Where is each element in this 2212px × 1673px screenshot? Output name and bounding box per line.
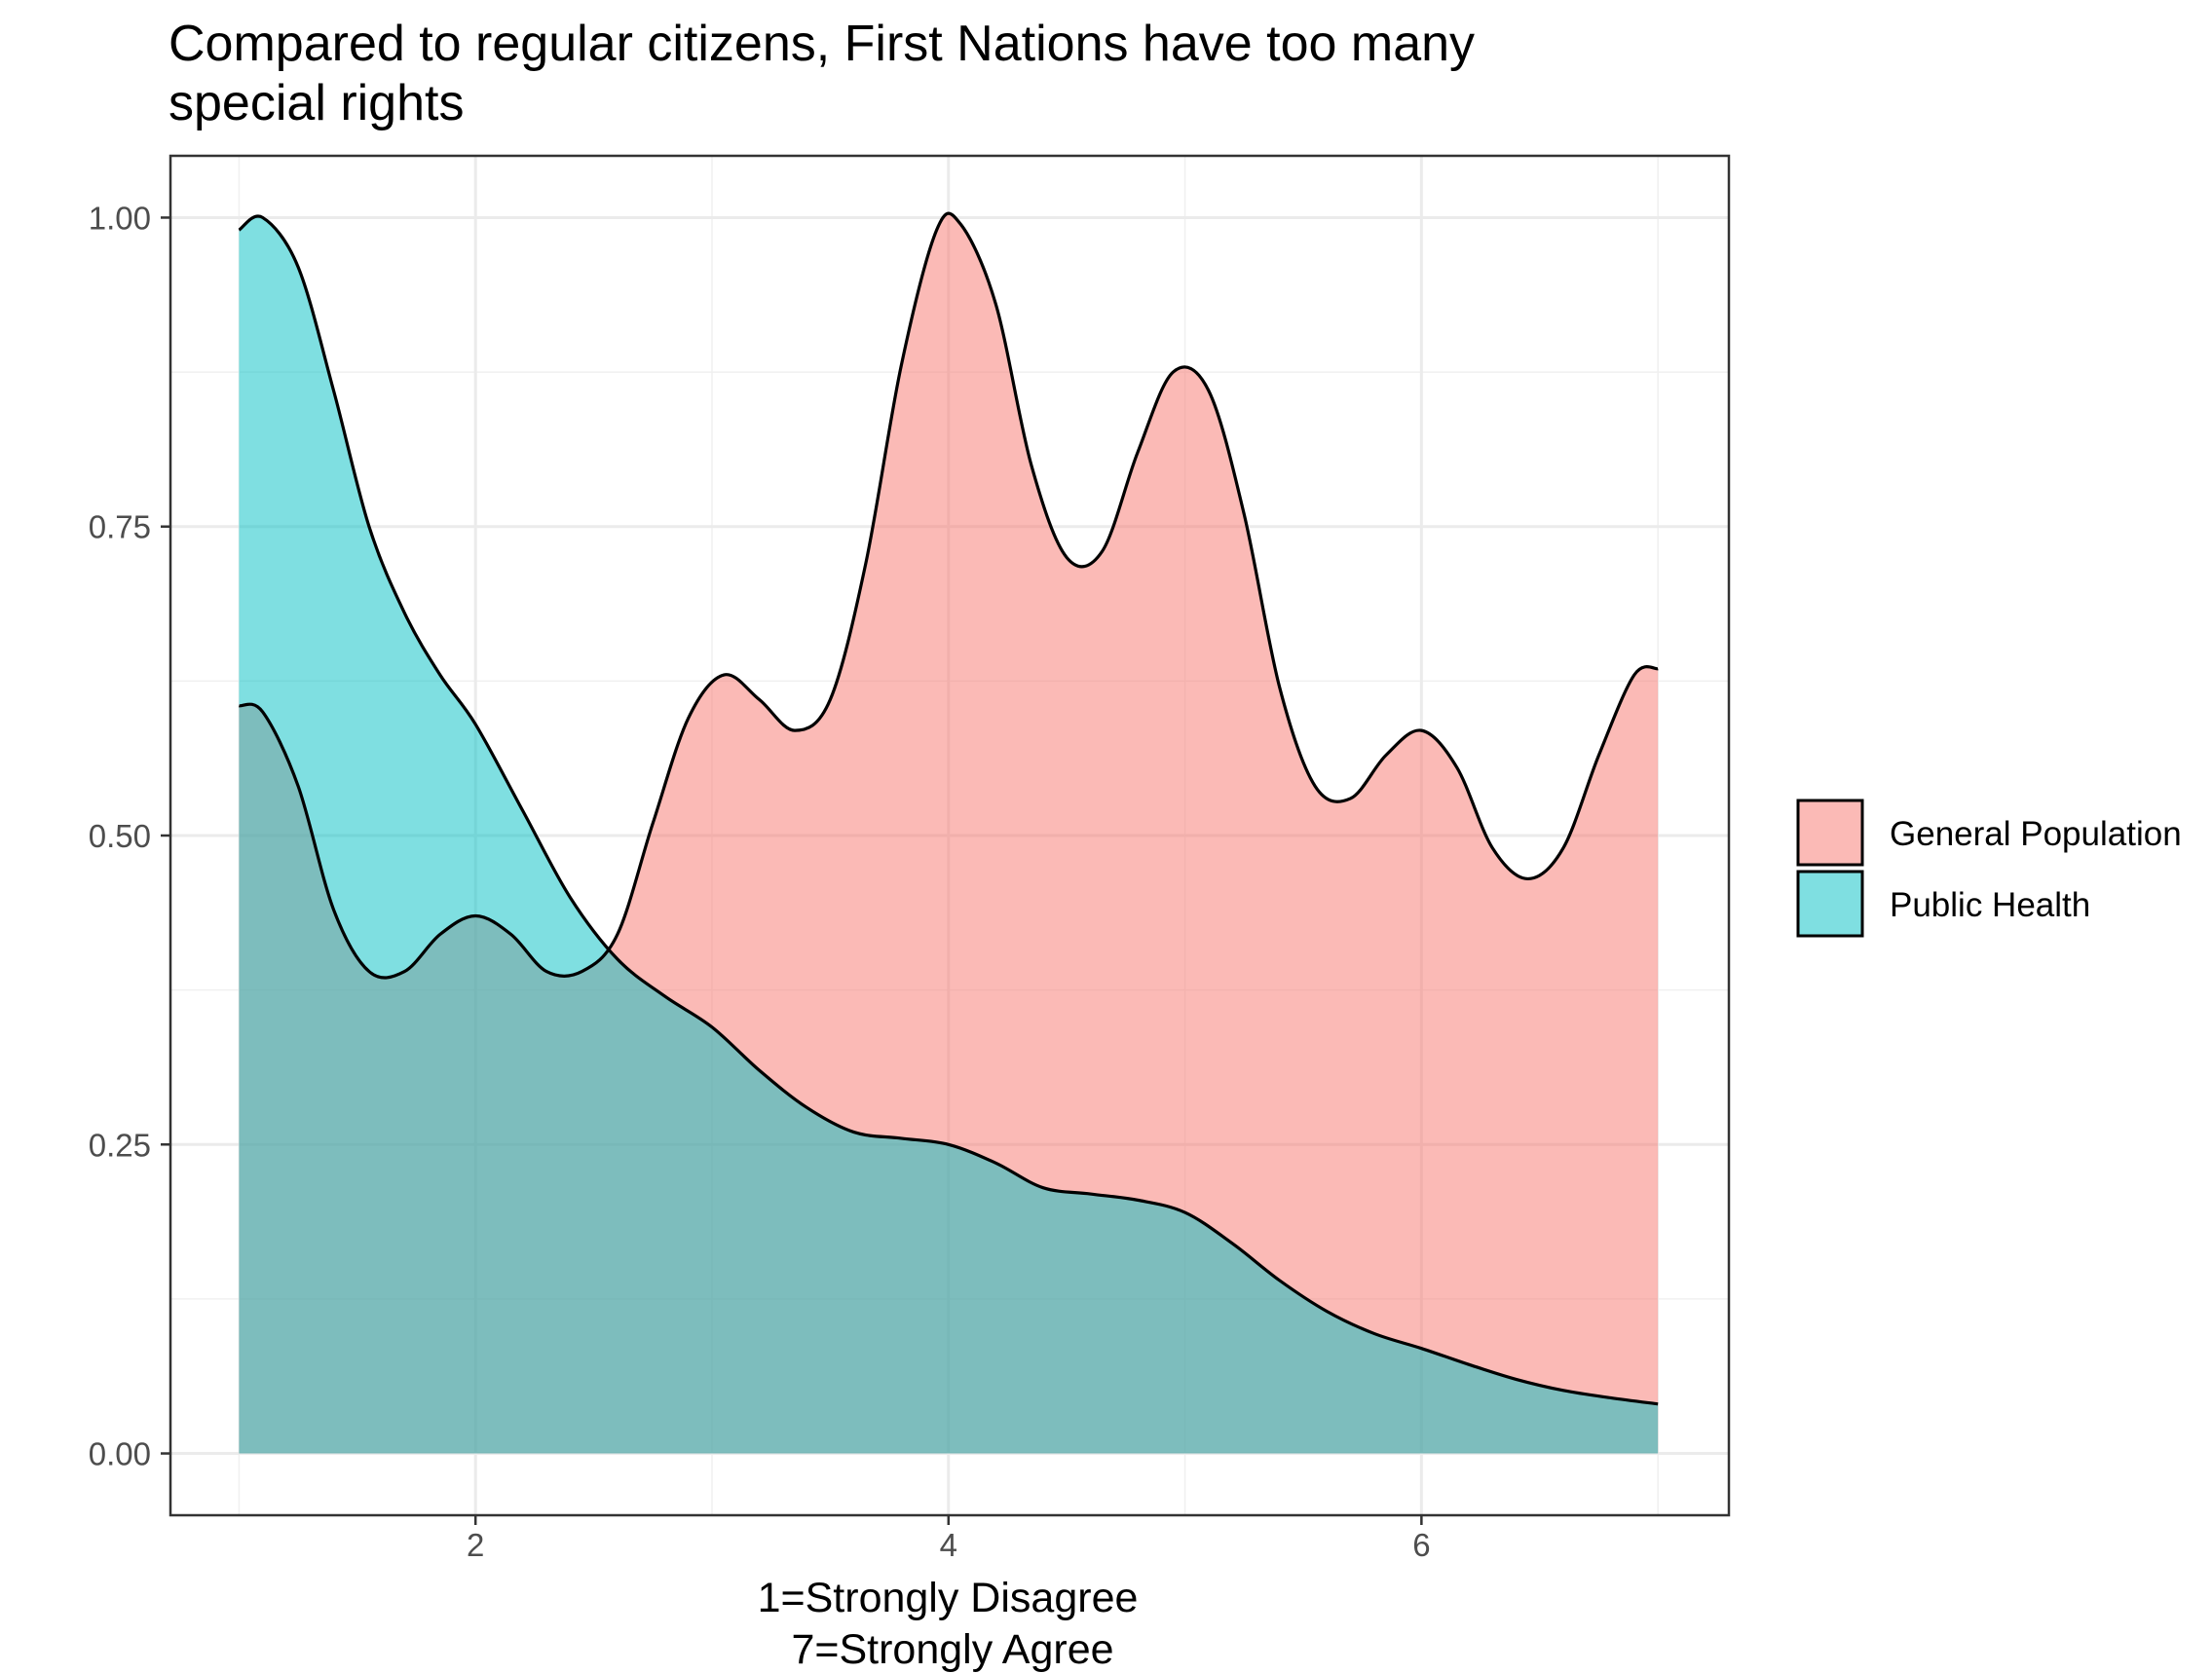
chart-title-line-2: special rights	[169, 75, 464, 131]
x-axis-label-line-1: 1=Strongly Disagree	[758, 1575, 1139, 1621]
y-tick-label: 0.75	[89, 509, 151, 545]
legend: General Population Public Health	[1796, 799, 2182, 938]
legend-swatch-general-population	[1796, 799, 1864, 867]
y-tick-label: 0.25	[89, 1127, 151, 1163]
x-tick-label: 6	[1412, 1527, 1430, 1563]
x-tick-label: 4	[940, 1527, 957, 1563]
x-axis-label-line-2: 7=Strongly Agree	[791, 1626, 1113, 1673]
chart-title-line-1: Compared to regular citizens, First Nati…	[169, 16, 1475, 72]
y-tick-label: 0.00	[89, 1436, 151, 1472]
y-tick-label: 0.50	[89, 818, 151, 854]
legend-label-public-health: Public Health	[1890, 886, 2090, 924]
x-tick-label: 2	[467, 1527, 484, 1563]
outline-general-population	[239, 211, 1659, 980]
legend-label-general-population: General Population	[1890, 815, 2182, 853]
y-tick-label: 1.00	[89, 200, 151, 236]
legend-swatch-public-health	[1796, 870, 1864, 938]
area-public-health	[239, 216, 1659, 1454]
axes: 2 4 6 0.00 0.25 0.50 0.75 1.00	[89, 200, 1431, 1563]
outline-public-health	[238, 214, 1659, 1406]
series-layer	[238, 211, 1659, 1454]
